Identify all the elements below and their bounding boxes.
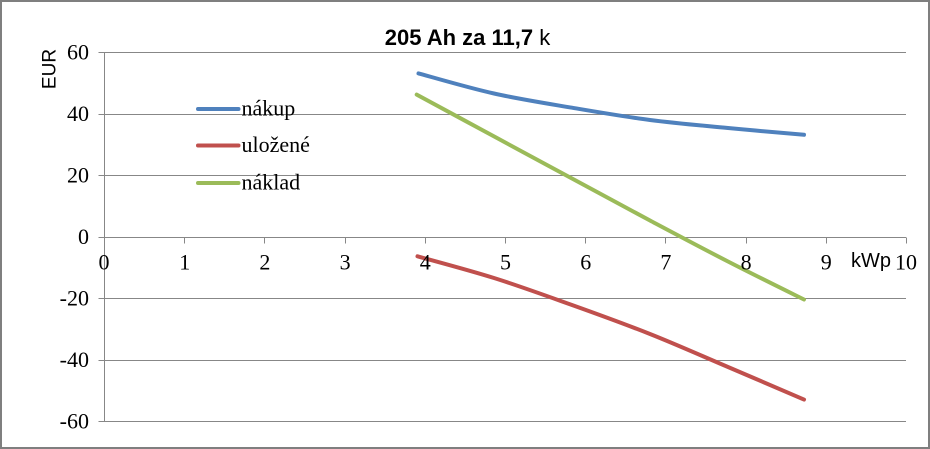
svg-text:uložené: uložené <box>242 132 310 157</box>
svg-text:10: 10 <box>895 250 917 275</box>
svg-text:7: 7 <box>660 250 671 275</box>
svg-text:60: 60 <box>67 40 89 65</box>
svg-text:0: 0 <box>78 224 89 249</box>
svg-text:205 Ah za 11,7 k: 205 Ah za 11,7 k <box>385 25 552 50</box>
svg-text:1: 1 <box>179 250 190 275</box>
svg-text:8: 8 <box>741 250 752 275</box>
svg-text:20: 20 <box>67 163 89 188</box>
svg-text:2: 2 <box>259 250 270 275</box>
svg-text:-60: -60 <box>60 409 89 434</box>
svg-text:EUR: EUR <box>40 49 61 89</box>
svg-text:nákup: nákup <box>242 96 296 121</box>
svg-text:0: 0 <box>99 250 110 275</box>
svg-text:4: 4 <box>420 250 431 275</box>
svg-text:-20: -20 <box>60 286 89 311</box>
svg-text:5: 5 <box>500 250 511 275</box>
svg-text:náklad: náklad <box>242 170 301 195</box>
svg-text:40: 40 <box>67 101 89 126</box>
svg-text:kWp: kWp <box>851 250 891 272</box>
svg-text:6: 6 <box>580 250 591 275</box>
svg-text:3: 3 <box>340 250 351 275</box>
svg-text:9: 9 <box>821 250 832 275</box>
svg-text:-40: -40 <box>60 347 89 372</box>
